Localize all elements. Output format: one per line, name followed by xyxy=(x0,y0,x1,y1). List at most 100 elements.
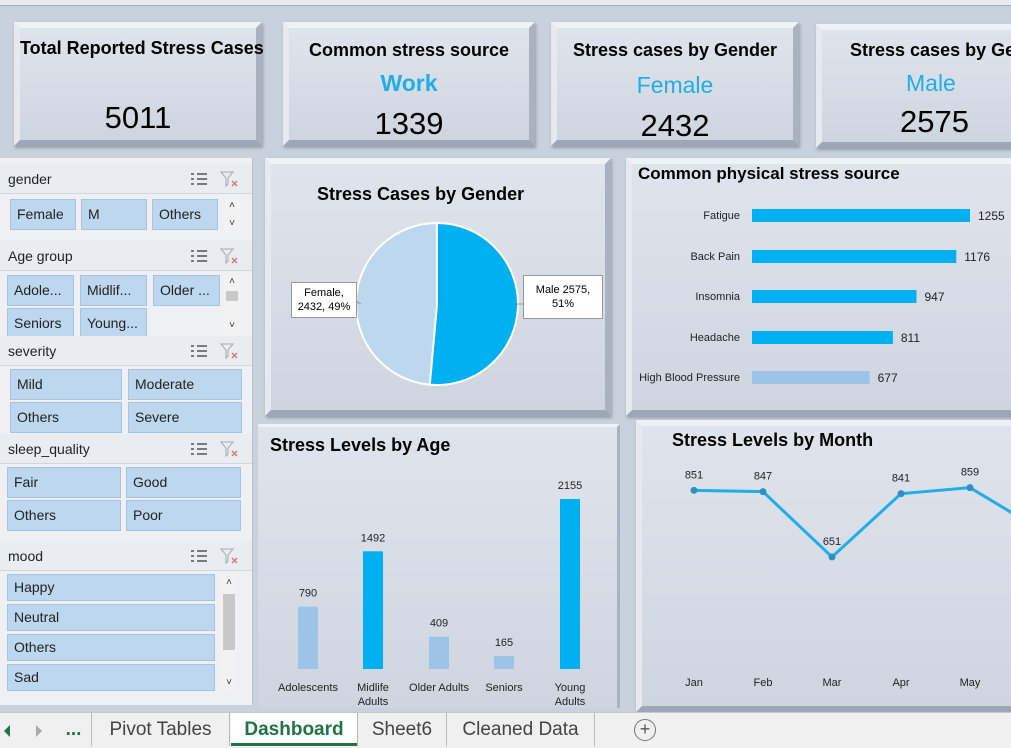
pie-chart xyxy=(355,221,523,386)
add-sheet-button[interactable]: + xyxy=(634,719,656,741)
clear-filter-icon[interactable] xyxy=(220,441,238,457)
slicer-item[interactable]: Adole... xyxy=(7,275,74,306)
scroll-down-icon[interactable]: ˅ xyxy=(229,218,235,229)
slicer-item[interactable]: Others xyxy=(7,634,215,661)
bar-category-label: High Blood Pressure xyxy=(639,372,740,384)
bar-value-label: 1255 xyxy=(978,209,1005,223)
month-line-chart: 851 Jan 847 Feb 651 Mar 841 Apr 859 May xyxy=(685,467,1011,689)
scroll-left-icon[interactable] xyxy=(2,724,12,738)
tab-sheet6[interactable]: Sheet6 xyxy=(357,713,447,746)
bar xyxy=(752,371,870,384)
kpi-title: Stress cases by Gender xyxy=(572,40,778,60)
slicer-item[interactable]: Seniors xyxy=(7,308,74,339)
bar xyxy=(298,606,318,669)
bar xyxy=(752,290,917,303)
bar xyxy=(752,331,893,344)
slicer-item[interactable]: Sad xyxy=(7,664,215,691)
slicer-item[interactable]: Severe xyxy=(128,402,242,433)
scroll-down-icon[interactable]: ˅ xyxy=(226,677,232,688)
clear-filter-icon[interactable] xyxy=(220,248,238,264)
slicer-item[interactable]: Older ... xyxy=(153,275,220,306)
axis-tick-label: Older Adults xyxy=(409,682,469,694)
tab-pivot-tables[interactable]: Pivot Tables xyxy=(92,713,230,746)
data-point xyxy=(897,490,905,498)
slicer-scrollbar[interactable]: ˄ ˅ xyxy=(224,199,240,233)
slicer-item[interactable]: Poor xyxy=(126,500,241,531)
data-label: 859 xyxy=(961,467,979,479)
scroll-thumb[interactable] xyxy=(223,594,235,650)
slicer-item[interactable]: Good xyxy=(126,467,241,498)
slicer-item[interactable]: Happy xyxy=(7,574,215,601)
slicer-item[interactable]: Female xyxy=(10,199,76,230)
data-label: 651 xyxy=(823,536,841,548)
month-chart-panel: Stress Levels by Month 851 Jan 847 Feb 651 Ma… xyxy=(636,420,1011,712)
axis-tick-label: Midlife xyxy=(357,682,389,694)
pie-label-female: Female, 2432, 49% xyxy=(291,282,357,318)
tab-cleaned-data[interactable]: Cleaned Data xyxy=(447,713,595,746)
kpi-subtitle: Female xyxy=(636,72,714,98)
slicer-item[interactable]: Mild xyxy=(10,369,122,400)
slicer-item[interactable]: Neutral xyxy=(7,604,215,631)
data-label: 851 xyxy=(685,469,703,481)
data-point xyxy=(690,486,698,494)
slicer-item[interactable]: M xyxy=(81,199,147,230)
slicer-scrollbar[interactable]: ˄ ˅ xyxy=(221,574,237,692)
chart-title: Stress Levels by Age xyxy=(270,435,451,455)
bar xyxy=(429,636,449,669)
multi-select-icon[interactable] xyxy=(190,548,208,564)
scroll-down-icon[interactable]: ˅ xyxy=(229,320,235,331)
axis-tick-label: Mar xyxy=(823,677,842,689)
slicer-item[interactable]: Others xyxy=(7,500,121,531)
bar-value-label: 811 xyxy=(901,331,920,345)
slicer-title: severity xyxy=(8,343,57,359)
axis-tick-label: Adults xyxy=(358,696,389,708)
bar-value-label: 1492 xyxy=(361,532,385,544)
slicer-item[interactable]: Midlif... xyxy=(80,275,147,306)
sheet-tab-bar: ... Pivot Tables Dashboard Sheet6 Cleane… xyxy=(0,712,1011,748)
slicer-item[interactable]: Moderate xyxy=(128,369,242,400)
clear-filter-icon[interactable] xyxy=(220,343,238,359)
pie-slice-male xyxy=(428,221,520,386)
scroll-right-icon[interactable] xyxy=(34,724,44,738)
kpi-title: Stress cases by Gender xyxy=(850,40,1011,60)
scroll-thumb[interactable] xyxy=(226,291,238,301)
axis-tick-label: Jan xyxy=(685,677,703,689)
multi-select-icon[interactable] xyxy=(190,171,208,187)
physical-source-bar-chart: Fatigue 1255 Back Pain 1176 Insomnia 947 Heada… xyxy=(639,209,1005,385)
slicer-item[interactable]: Young... xyxy=(80,308,147,339)
slicer-item[interactable]: Others xyxy=(152,199,218,230)
tab-dashboard[interactable]: Dashboard xyxy=(231,713,357,746)
multi-select-icon[interactable] xyxy=(190,248,208,264)
bar-category-label: Back Pain xyxy=(690,251,740,263)
slicer-item[interactable]: Fair xyxy=(7,467,121,498)
scroll-up-icon[interactable]: ˄ xyxy=(226,577,232,588)
pie-slice-female xyxy=(355,221,438,386)
slicer-title: sleep_quality xyxy=(8,441,90,457)
bar xyxy=(494,655,514,669)
scroll-up-icon[interactable]: ˄ xyxy=(229,276,235,287)
slicer-scrollbar[interactable]: ˄ ˅ xyxy=(224,275,240,335)
age-chart-panel: Stress Levels by Age 790 Adolescents 1492 M… xyxy=(258,424,620,708)
axis-tick-label: Apr xyxy=(892,677,909,689)
kpi-value: 2432 xyxy=(640,108,710,143)
multi-select-icon[interactable] xyxy=(190,441,208,457)
slicer-panel: gender Female M Others ˄ ˅ Age group Ado… xyxy=(0,158,253,705)
bar-value-label: 677 xyxy=(878,371,898,385)
data-label: 841 xyxy=(892,473,910,485)
chart-title: Common physical stress source xyxy=(638,164,900,183)
tab-ellipsis[interactable]: ... xyxy=(56,713,92,746)
axis-tick-label: Adolescents xyxy=(278,682,338,694)
slicer-item[interactable]: Others xyxy=(10,402,122,433)
kpi-value: 2575 xyxy=(900,104,969,139)
axis-tick-label: Adults xyxy=(555,696,586,708)
bar-category-label: Insomnia xyxy=(695,291,741,303)
clear-filter-icon[interactable] xyxy=(220,171,238,187)
multi-select-icon[interactable] xyxy=(190,343,208,359)
kpi-subtitle: Male xyxy=(906,70,956,96)
data-point xyxy=(966,484,974,492)
kpi-subtitle: Work xyxy=(380,70,438,96)
scroll-up-icon[interactable]: ˄ xyxy=(229,200,235,211)
slicer-header-age-group: Age group xyxy=(0,241,252,271)
data-point xyxy=(828,553,836,561)
clear-filter-icon[interactable] xyxy=(220,548,238,564)
